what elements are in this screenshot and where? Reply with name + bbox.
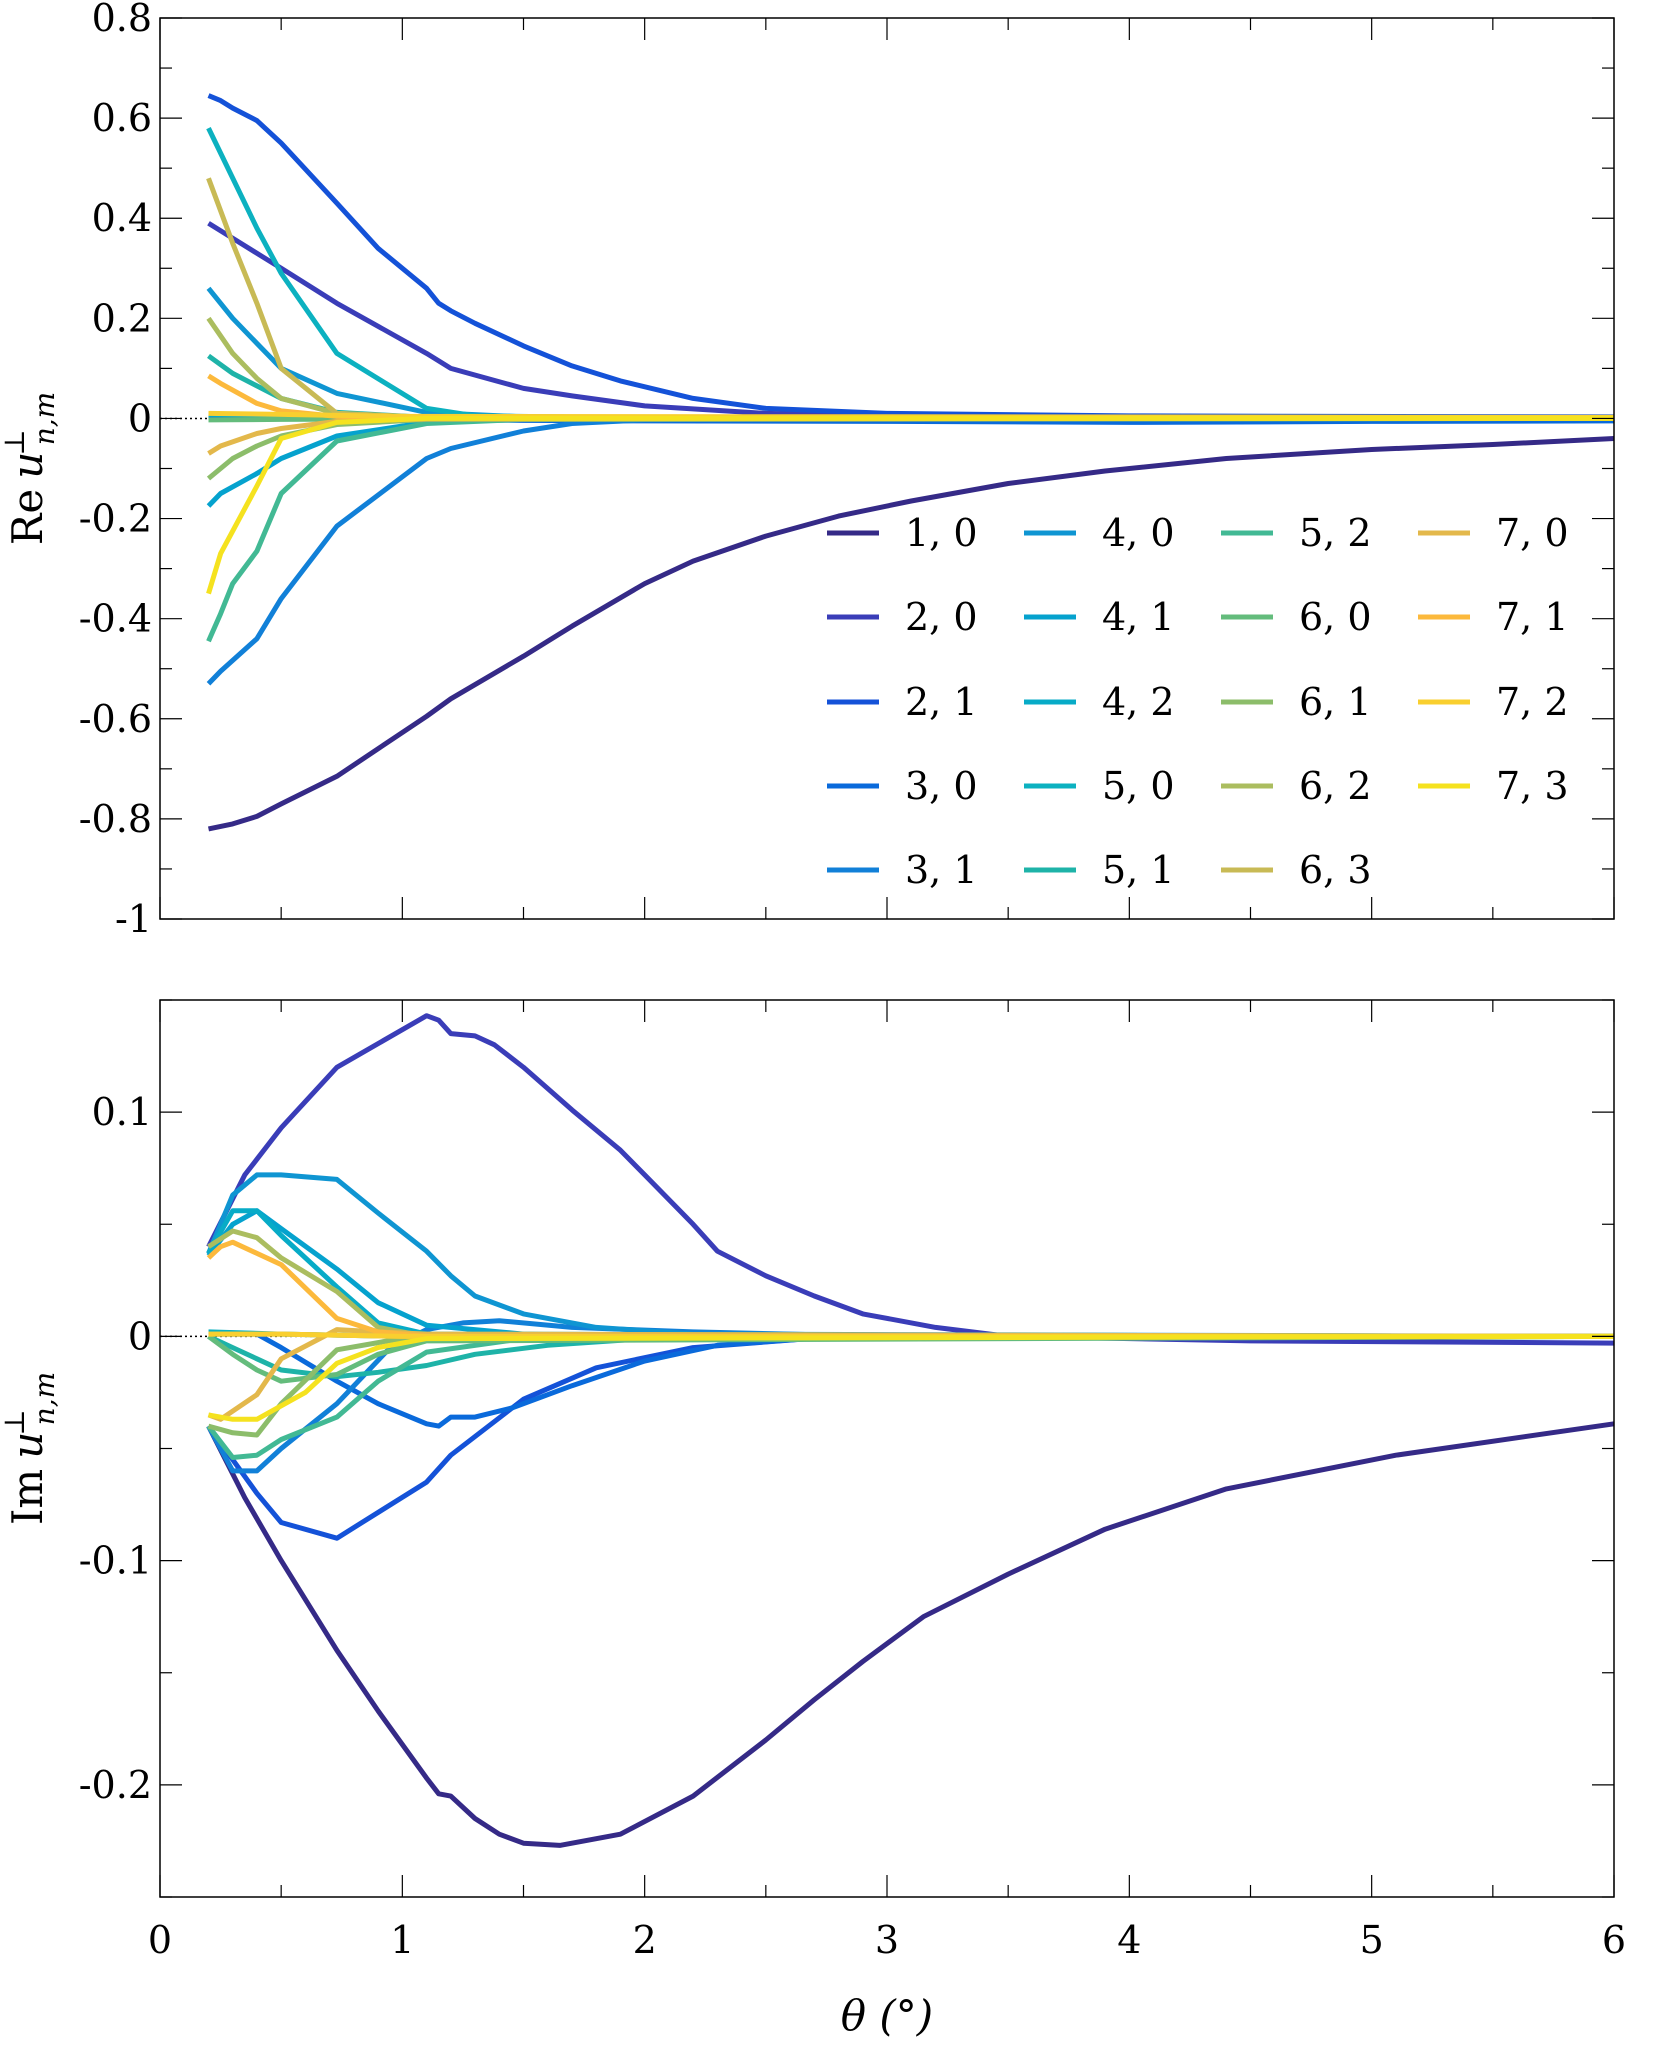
- x-tick-label: 2: [633, 1918, 657, 1962]
- series-line-5: [206, 1172, 1615, 1339]
- legend: 1, 0 2, 0 2, 1 3, 0 3, 1 4, 0 4, 1 4, 2 5, 0 5, 1…: [827, 511, 1569, 892]
- legend-item: 2, 1: [827, 680, 978, 724]
- y-tick-label: -0.4: [79, 597, 152, 641]
- y-tick-label: 0.6: [92, 96, 152, 140]
- y-tick-label: -0.8: [79, 797, 152, 841]
- series-line-5: [206, 286, 1615, 421]
- legend-item: 3, 1: [827, 848, 978, 892]
- legend-item: 4, 0: [1024, 511, 1175, 555]
- series-line-7: [206, 1208, 1615, 1339]
- legend-label: 7, 0: [1496, 511, 1569, 555]
- plot-frame: [159, 17, 1615, 920]
- y-axis-label: Im u⊥n,m: [0, 1372, 61, 1525]
- series-line-18: [206, 415, 1614, 595]
- legend-label: 7, 3: [1496, 764, 1569, 808]
- series-line-0: [206, 1421, 1615, 1848]
- y-tick-label: -0.6: [79, 697, 152, 741]
- legend-item: 7, 0: [1418, 511, 1569, 555]
- legend-label: 4, 1: [1102, 595, 1175, 639]
- legend-item: 3, 0: [827, 764, 978, 808]
- series-line-6: [206, 1208, 1614, 1339]
- y-label-prefix: Im: [3, 1469, 52, 1525]
- y-tick-label: -0.1: [79, 1539, 152, 1583]
- plot-imag: 0.1 0 -0.1 -0.2 0 1 2 3 4 5 6 θ (°) Im u⊥n,m: [0, 999, 1626, 2040]
- legend-item: 5, 2: [1221, 511, 1372, 555]
- y-tick-label: 0.1: [92, 1090, 152, 1134]
- legend-label: 5, 2: [1299, 511, 1372, 555]
- series-line-3: [208, 1331, 1614, 1429]
- y-label-sub: n,m: [28, 392, 61, 445]
- legend-item: 5, 1: [1024, 848, 1175, 892]
- legend-label: 3, 1: [905, 848, 978, 892]
- legend-item: 2, 0: [827, 595, 978, 639]
- y-label-symbol: u: [3, 452, 52, 479]
- x-tick-label: 3: [875, 1918, 899, 1962]
- plot-real: 0.8 0.6 0.4 0.2 0 -0.2 -0.4 -0.6 -0.8 -1 Re u⊥n,m 1,…: [0, 0, 1615, 941]
- series-line-2: [207, 93, 1615, 420]
- y-label-symbol: u: [3, 1432, 52, 1459]
- y-tick-label: 0: [128, 1314, 152, 1358]
- legend-label: 5, 0: [1102, 764, 1175, 808]
- legend-item: 6, 2: [1221, 764, 1372, 808]
- legend-item: 7, 1: [1418, 595, 1569, 639]
- legend-label: 6, 1: [1299, 680, 1372, 724]
- series-line-18: [208, 1333, 1615, 1422]
- legend-label: 2, 0: [905, 595, 978, 639]
- x-tick-label: 4: [1117, 1918, 1141, 1962]
- x-axis-label: θ (°): [841, 1991, 933, 2040]
- legend-label: 5, 1: [1102, 848, 1175, 892]
- series-line-1: [206, 1013, 1615, 1346]
- series-line-14: [206, 177, 1615, 421]
- y-label-sub: n,m: [28, 1372, 61, 1425]
- y-label-prefix: Re: [3, 489, 52, 545]
- series-line-8: [206, 127, 1615, 421]
- y-label-sup: ⊥: [0, 1409, 31, 1435]
- legend-label: 7, 2: [1496, 680, 1569, 724]
- legend-label: 2, 1: [905, 680, 978, 724]
- legend-item: 6, 3: [1221, 848, 1372, 892]
- y-tick-label: -0.2: [79, 1763, 152, 1807]
- legend-item: 6, 1: [1221, 680, 1372, 724]
- legend-item: 6, 0: [1221, 595, 1372, 639]
- x-tick-label: 6: [1602, 1918, 1626, 1962]
- series-line-1: [207, 221, 1615, 421]
- y-label-sup: ⊥: [0, 429, 31, 455]
- legend-label: 3, 0: [905, 764, 978, 808]
- y-tick-label: -1: [115, 897, 152, 941]
- legend-item: 5, 0: [1024, 764, 1175, 808]
- y-tick-label: -0.2: [79, 497, 152, 541]
- legend-item: 1, 0: [827, 511, 978, 555]
- legend-label: 7, 1: [1496, 595, 1569, 639]
- plot-frame: [159, 999, 1615, 1898]
- x-tick-label: 1: [390, 1918, 414, 1962]
- y-axis-label: Re u⊥n,m: [0, 392, 61, 545]
- series-line-10: [206, 1333, 1615, 1460]
- y-tick-label: 0.8: [92, 0, 152, 40]
- legend-label: 6, 0: [1299, 595, 1372, 639]
- y-tick-label: 0.2: [92, 296, 152, 340]
- legend-label: 6, 2: [1299, 764, 1372, 808]
- y-tick-label: 0.4: [92, 196, 152, 240]
- legend-item: 7, 3: [1418, 764, 1569, 808]
- legend-label: 4, 0: [1102, 511, 1175, 555]
- x-tick-label: 5: [1360, 1918, 1384, 1962]
- y-tick-label: 0: [128, 396, 152, 440]
- legend-label: 4, 2: [1102, 680, 1175, 724]
- series-line-9: [207, 1333, 1615, 1380]
- series-line-0: [207, 436, 1615, 832]
- legend-label: 6, 3: [1299, 848, 1372, 892]
- legend-item: 4, 2: [1024, 680, 1175, 724]
- legend-label: 1, 0: [905, 511, 978, 555]
- legend-item: 4, 1: [1024, 595, 1175, 639]
- x-tick-label: 0: [148, 1918, 172, 1962]
- legend-item: 7, 2: [1418, 680, 1569, 724]
